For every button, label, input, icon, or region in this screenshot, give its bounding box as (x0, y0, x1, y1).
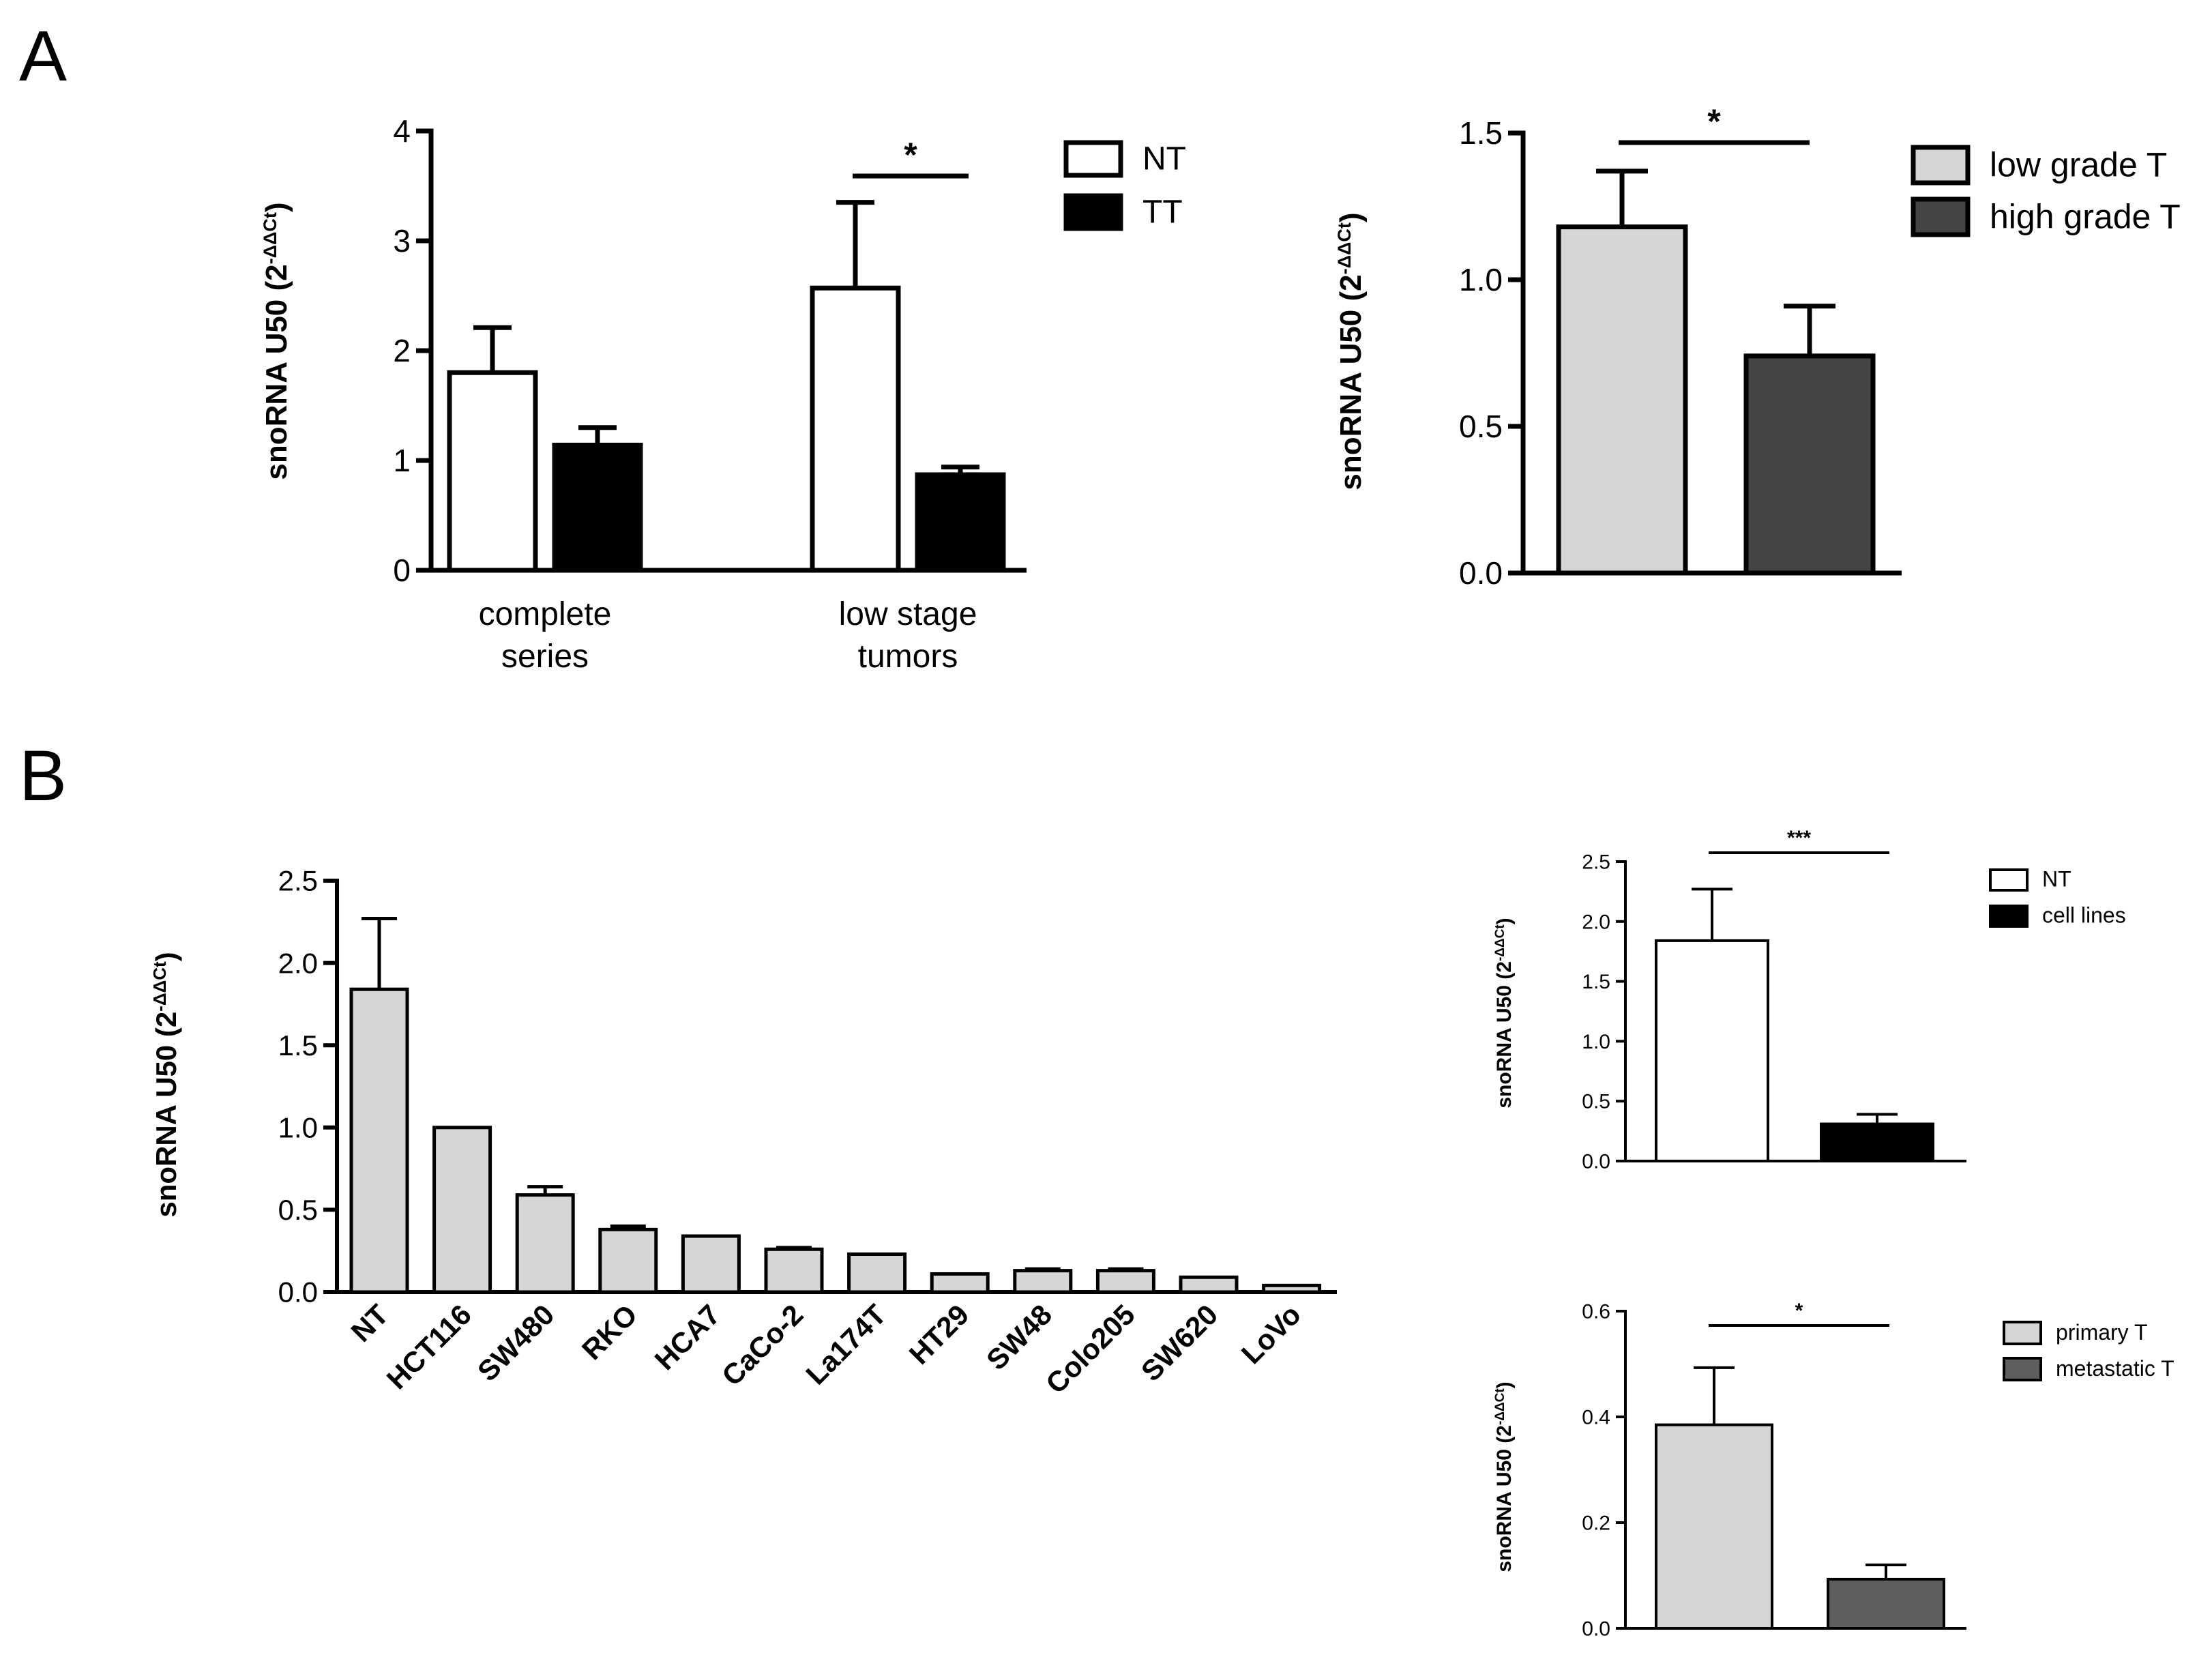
b1-bar (349, 987, 409, 1294)
b2-legend-swatch (1989, 905, 2029, 928)
b1-y-tick-label: 1.0 (278, 1112, 318, 1144)
a1-x-tick-label: complete (479, 596, 612, 632)
b3-legend-label: metastatic T (2056, 1356, 2174, 1381)
b1-bar (1095, 1269, 1155, 1294)
panel-label-b: B (19, 736, 68, 816)
a2-legend-swatch (1911, 196, 1971, 237)
b1-bar (764, 1247, 824, 1294)
b2-significance-label: *** (1787, 827, 1811, 849)
b3-y-axis-label: snoRNA U50 (2-ΔΔCt) (1493, 1381, 1516, 1572)
b3-y-tick-label: 0.2 (1582, 1512, 1610, 1535)
b3-y-tick-label: 0.0 (1582, 1618, 1610, 1641)
a2-legend-label: low grade T (1990, 146, 2167, 184)
b1-y-tick-label: 2.0 (278, 947, 318, 979)
a1-x-tick-label: tumors (858, 639, 958, 675)
a2-legend-swatch (1911, 145, 1971, 186)
b3-legend-label: primary T (2056, 1320, 2148, 1345)
b3-legend-swatch (2003, 1321, 2042, 1345)
b1-y-axis-label: snoRNA U50 (2-ΔΔCt) (149, 952, 182, 1217)
b2-y-tick-label: 2.0 (1582, 911, 1610, 933)
b3-y-tick-label: 0.6 (1582, 1301, 1610, 1323)
b1-y-tick-label: 2.5 (278, 865, 318, 897)
a1-y-tick-label: 2 (393, 333, 411, 368)
a1-bar (915, 472, 1006, 573)
b1-y-tick-label: 1.5 (278, 1029, 318, 1061)
b3-y-tick-label: 0.4 (1582, 1407, 1610, 1429)
a1-y-axis-label: snoRNA U50 (2-ΔΔCt) (260, 202, 293, 480)
b3-significance-label: * (1795, 1300, 1803, 1322)
a1-significance-label: * (904, 136, 917, 174)
a2-legend-label: high grade T (1990, 198, 2181, 236)
a1-y-tick-label: 0 (393, 553, 411, 588)
b3-bar (1655, 1423, 1773, 1630)
a1-y-tick-label: 3 (393, 223, 411, 259)
b3-legend-swatch (2003, 1357, 2042, 1381)
b2-y-tick-label: 1.0 (1582, 1031, 1610, 1053)
b2-bar (1655, 939, 1769, 1162)
a1-y-tick-label: 1 (393, 443, 411, 478)
a2-y-tick-label: 0.5 (1459, 409, 1503, 444)
a2-significance-label: * (1707, 102, 1721, 141)
a2-bar (1556, 224, 1688, 576)
a1-legend-label: TT (1142, 194, 1183, 230)
b2-legend-label: NT (2042, 867, 2071, 892)
b2-legend-swatch (1989, 868, 2029, 892)
a2-bar (1743, 353, 1876, 576)
b2-y-tick-label: 1.5 (1582, 971, 1610, 993)
a1-bar (447, 370, 538, 573)
a1-x-tick-label: low stage (839, 596, 977, 632)
b1-bar (681, 1234, 741, 1294)
a1-y-tick-label: 4 (393, 113, 411, 149)
b2-y-tick-label: 0.0 (1582, 1151, 1610, 1173)
panel-label-a: A (19, 16, 68, 96)
b1-bar (432, 1126, 492, 1294)
b1-bar (1179, 1275, 1239, 1294)
a2-y-axis-label: snoRNA U50 (2-ΔΔCt) (1334, 212, 1368, 490)
b1-y-tick-label: 0.0 (278, 1276, 318, 1308)
b2-y-axis-label: snoRNA U50 (2-ΔΔCt) (1493, 918, 1516, 1108)
a2-y-tick-label: 0.0 (1459, 555, 1503, 591)
b1-bar (1013, 1269, 1073, 1294)
a2-y-tick-label: 1.5 (1459, 115, 1503, 151)
b2-y-tick-label: 0.5 (1582, 1091, 1610, 1113)
a1-x-tick-label: series (501, 639, 589, 675)
b1-bar (847, 1252, 907, 1294)
b2-legend-label: cell lines (2042, 903, 2126, 928)
b3-bar (1827, 1577, 1945, 1630)
a1-legend-swatch (1063, 140, 1123, 178)
b1-bar (1262, 1283, 1322, 1294)
a1-bar (810, 285, 901, 573)
b1-bar (515, 1193, 575, 1294)
b2-y-tick-label: 2.5 (1582, 851, 1610, 874)
b1-y-tick-label: 0.5 (278, 1194, 318, 1226)
a1-legend-swatch (1063, 193, 1123, 231)
a1-bar (552, 442, 643, 573)
b1-bar (598, 1227, 658, 1294)
a1-legend-label: NT (1142, 141, 1186, 177)
b2-bar (1820, 1122, 1934, 1162)
a2-y-tick-label: 1.0 (1459, 262, 1503, 297)
b1-bar (930, 1272, 990, 1294)
